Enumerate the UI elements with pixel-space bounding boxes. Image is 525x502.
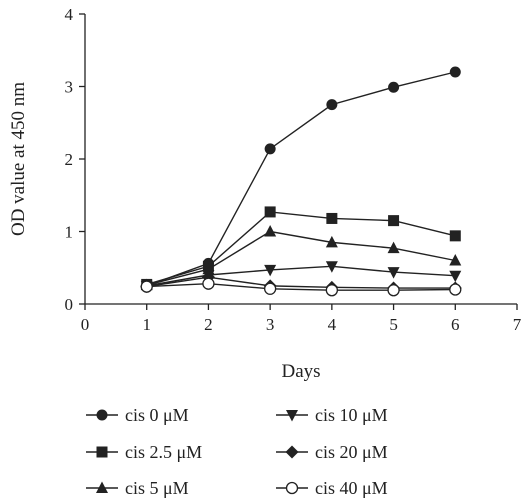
series-line bbox=[146, 276, 456, 289]
x-axis-label: Days bbox=[281, 361, 320, 382]
legend-marker bbox=[96, 446, 108, 458]
data-point bbox=[264, 264, 277, 277]
y-tick-label: 3 bbox=[65, 78, 74, 97]
data-point bbox=[449, 230, 461, 242]
data-point bbox=[388, 81, 400, 93]
legend-marker bbox=[96, 409, 108, 421]
x-tick-label: 2 bbox=[204, 315, 213, 334]
legend-label: cis 20 μM bbox=[315, 442, 388, 462]
legend: cis 0 μM cis 2.5 μM cis 5 μM cis 10 μM cis 2… bbox=[86, 405, 388, 498]
legend-item: cis 2.5 μM bbox=[86, 442, 202, 462]
data-point bbox=[263, 282, 277, 295]
y-tick-label: 2 bbox=[65, 150, 74, 169]
series-line bbox=[146, 71, 456, 287]
legend-label: cis 5 μM bbox=[125, 478, 189, 498]
x-tick-label: 3 bbox=[266, 315, 275, 334]
legend-label: cis 10 μM bbox=[315, 405, 388, 425]
legend-item: cis 20 μM bbox=[276, 442, 388, 462]
y-tick-label: 1 bbox=[65, 223, 74, 242]
series-line bbox=[146, 211, 456, 286]
data-point bbox=[202, 277, 215, 290]
data-point bbox=[387, 241, 400, 254]
data-point bbox=[325, 235, 338, 248]
legend-item: cis 0 μM bbox=[86, 405, 189, 425]
data-point bbox=[264, 206, 276, 218]
legend-marker bbox=[285, 481, 299, 495]
data-point bbox=[140, 280, 153, 293]
data-point bbox=[387, 267, 400, 279]
legend-marker bbox=[286, 410, 298, 422]
series-0 bbox=[141, 66, 461, 292]
legend-label: cis 0 μM bbox=[125, 405, 189, 425]
legend-label: cis 40 μM bbox=[315, 478, 388, 498]
series-5 bbox=[140, 277, 462, 297]
y-axis-label: OD value at 450 nm bbox=[8, 82, 29, 236]
y-tick-label: 0 bbox=[65, 295, 74, 314]
x-tick-label: 6 bbox=[451, 315, 460, 334]
data-point bbox=[264, 225, 277, 237]
y-tick-label: 4 bbox=[65, 5, 74, 24]
data-point bbox=[449, 283, 462, 296]
legend-marker bbox=[96, 481, 108, 493]
x-tick-label: 0 bbox=[81, 315, 90, 334]
data-point bbox=[326, 212, 338, 224]
series-group bbox=[140, 66, 462, 297]
series-line bbox=[146, 282, 456, 291]
x-tick-label: 4 bbox=[328, 315, 337, 334]
legend-item: cis 5 μM bbox=[86, 478, 189, 498]
data-point bbox=[449, 254, 462, 266]
data-point bbox=[449, 66, 461, 78]
x-tick-label: 7 bbox=[513, 315, 522, 334]
series-line bbox=[146, 265, 456, 287]
data-point bbox=[387, 284, 400, 297]
legend-label: cis 2.5 μM bbox=[125, 442, 202, 462]
data-point bbox=[325, 284, 339, 297]
data-point bbox=[325, 261, 338, 273]
legend-marker bbox=[285, 445, 299, 459]
x-tick-label: 5 bbox=[389, 315, 398, 334]
data-point bbox=[326, 99, 338, 111]
ticks: 0 1 2 3 4 5 6 7 0 1 2 3 4 bbox=[65, 5, 522, 334]
x-tick-label: 1 bbox=[142, 315, 151, 334]
legend-item: cis 10 μM bbox=[276, 405, 388, 425]
data-point bbox=[388, 215, 400, 227]
series-1 bbox=[141, 206, 461, 290]
data-point bbox=[264, 143, 276, 155]
series-line bbox=[146, 230, 456, 286]
data-point bbox=[449, 270, 462, 283]
legend-item: cis 40 μM bbox=[276, 478, 388, 498]
